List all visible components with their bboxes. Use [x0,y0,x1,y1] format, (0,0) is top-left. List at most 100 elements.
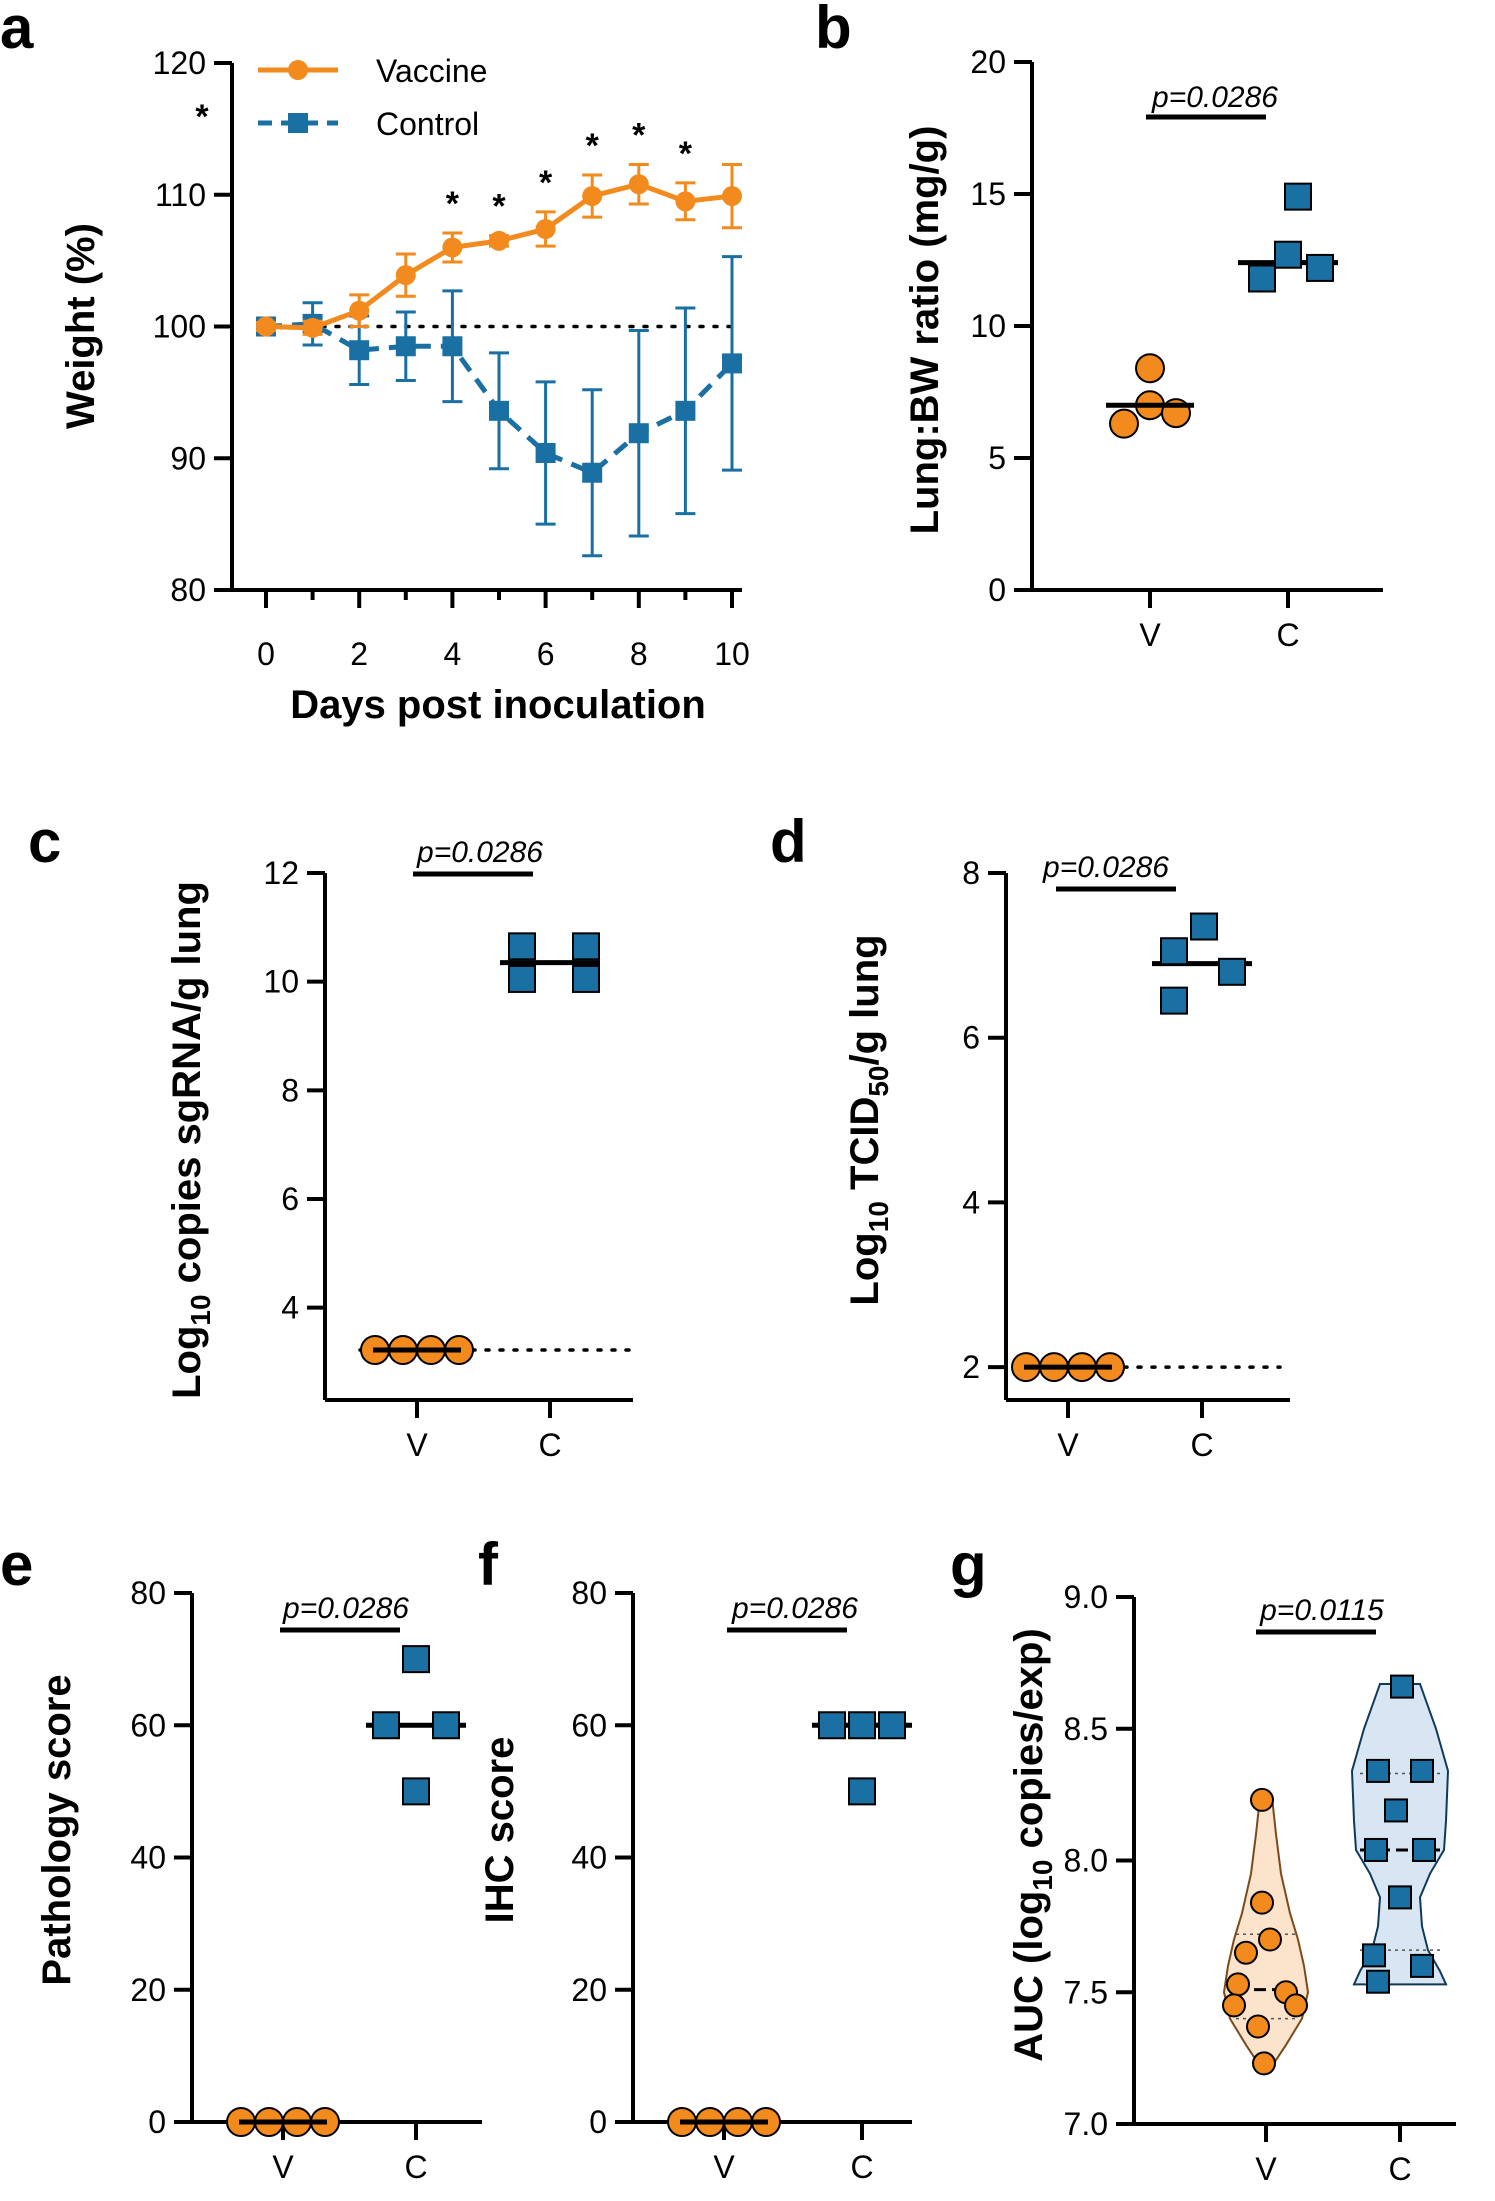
g-vaccine-point [1250,1890,1274,1915]
g-ylabel-rest: copies/exp) [1007,1628,1051,1859]
a-x-axis-label: Days post inoculation [290,683,706,727]
g-control-point [1364,1837,1388,1862]
a-series-vaccine [256,162,742,338]
e-control-point [372,1711,400,1740]
b-control-point [1274,240,1302,269]
panel-g-auc-violin: 7.0 7.5 8.0 8.5 9.0 V C p=0.0115 AUC (log10 co… [1007,1579,1456,2187]
a-legend-control-marker [288,113,308,133]
a-control-marker [722,353,742,374]
d-x-tick-label: C [1190,1427,1213,1463]
d-x-tick-label: V [1057,1427,1079,1463]
a-y-tick-label: 120 [153,45,206,81]
a-x-tick-label: 4 [444,636,462,672]
f-y-tick-label: 20 [571,1972,607,2008]
a-legend-control-label: Control [376,106,479,142]
f-control-point [878,1711,906,1740]
g-control-point [1410,1758,1434,1783]
g-control-point [1366,1758,1390,1783]
b-y-tick-label: 0 [988,572,1006,608]
g-ylabel-sub: 10 [1027,1859,1058,1890]
d-control-point [1218,957,1246,986]
a-vaccine-marker [256,316,276,337]
panel-letter-a: a [0,0,34,61]
d-ylabel-sub2: 50 [863,1066,894,1097]
a-vaccine-marker [395,265,416,286]
a-significance-star: * [679,135,693,173]
b-vaccine-point [1135,353,1165,384]
a-control-marker [489,400,509,421]
b-y-axis-label: Lung:BW ratio (mg/g) [903,126,947,535]
g-control-point [1388,1885,1412,1910]
b-p-value: p=0.0286 [1151,81,1278,114]
a-x-tick-label: 8 [630,636,648,672]
g-control-point [1410,1953,1434,1978]
a-control-marker [675,400,696,421]
c-y-tick-label: 8 [281,1072,299,1108]
d-axes: 2 4 6 8 V C [962,855,1290,1463]
b-x-tick-label: C [1276,617,1299,653]
a-significance-star: * [446,185,460,223]
g-y-tick-label: 9.0 [1064,1579,1108,1615]
g-control-point [1366,1969,1390,1994]
a-y-tick-label: 80 [170,572,206,608]
a-significance-stars: * * * * * * [446,116,693,225]
a-legend-star: * [195,98,209,136]
f-y-tick-label: 0 [589,2104,607,2140]
e-y-axis-label: Pathology score [35,1674,79,1985]
c-y-tick-label: 10 [263,964,299,1000]
f-x-tick-label: C [850,2149,873,2185]
g-control-point [1362,1943,1386,1968]
e-x-tick-label: C [404,2149,427,2185]
g-points [1222,1674,1436,2076]
a-vaccine-marker [582,186,603,207]
d-control-point [1190,912,1218,941]
d-control-point [1160,937,1188,966]
g-violins [1222,1682,1450,2068]
d-points [1011,912,1252,1383]
b-y-tick-label: 15 [970,176,1006,212]
f-y-axis-label: IHC score [478,1737,522,1924]
g-y-tick-label: 8.0 [1064,1843,1108,1879]
a-x-tick-label: 10 [714,636,750,672]
c-ylabel-sub: 10 [185,1294,216,1325]
a-vaccine-marker [722,186,742,207]
g-control-point [1384,1798,1408,1823]
a-x-tick-label: 0 [257,636,275,672]
a-x-tick-label: 2 [350,636,368,672]
d-y-tick-label: 2 [962,1349,980,1385]
g-ylabel-prefix: AUC (log [1007,1891,1051,2062]
g-vaccine-point [1284,1993,1308,2018]
g-y-tick-label: 8.5 [1064,1711,1108,1747]
c-x-tick-label: V [406,1427,428,1463]
c-y-axis-label: Log10 copies sgRNA/g lung [165,881,216,1399]
f-x-tick-label: V [713,2149,735,2185]
c-points [360,932,600,1366]
e-control-point [402,1777,430,1806]
a-y-tick-label: 100 [153,309,206,345]
b-y-tick-label: 10 [970,308,1006,344]
e-y-tick-label: 80 [130,1575,166,1611]
panel-d-tcid50: 2 4 6 8 V C p=0.0286 Log10 TCID50/g lung [843,851,1290,1463]
g-y-tick-label: 7.5 [1064,1974,1108,2010]
d-control-point [1160,986,1188,1015]
e-y-tick-label: 60 [130,1707,166,1743]
c-y-tick-label: 12 [263,855,299,891]
a-series-control [256,255,742,558]
panel-letter-c: c [28,808,61,875]
d-y-tick-label: 8 [962,855,980,891]
panel-f-ihc: 0 20 40 60 80 V C p=0.0286 IHC score [478,1575,912,2185]
d-ylabel-rest: /g lung [843,934,887,1065]
b-control-point [1248,264,1276,293]
a-x-tick-label: 6 [537,636,555,672]
c-control-point [508,964,536,993]
c-x-tick-label: C [538,1427,561,1463]
f-control-point [848,1711,876,1740]
f-axes: 0 20 40 60 80 V C [571,1575,912,2185]
d-ylabel-sub: 10 [863,1201,894,1232]
a-control-marker [582,462,603,483]
a-y-tick-label: 110 [155,177,206,213]
a-vaccine-marker [302,317,323,338]
f-points [667,1711,912,2137]
